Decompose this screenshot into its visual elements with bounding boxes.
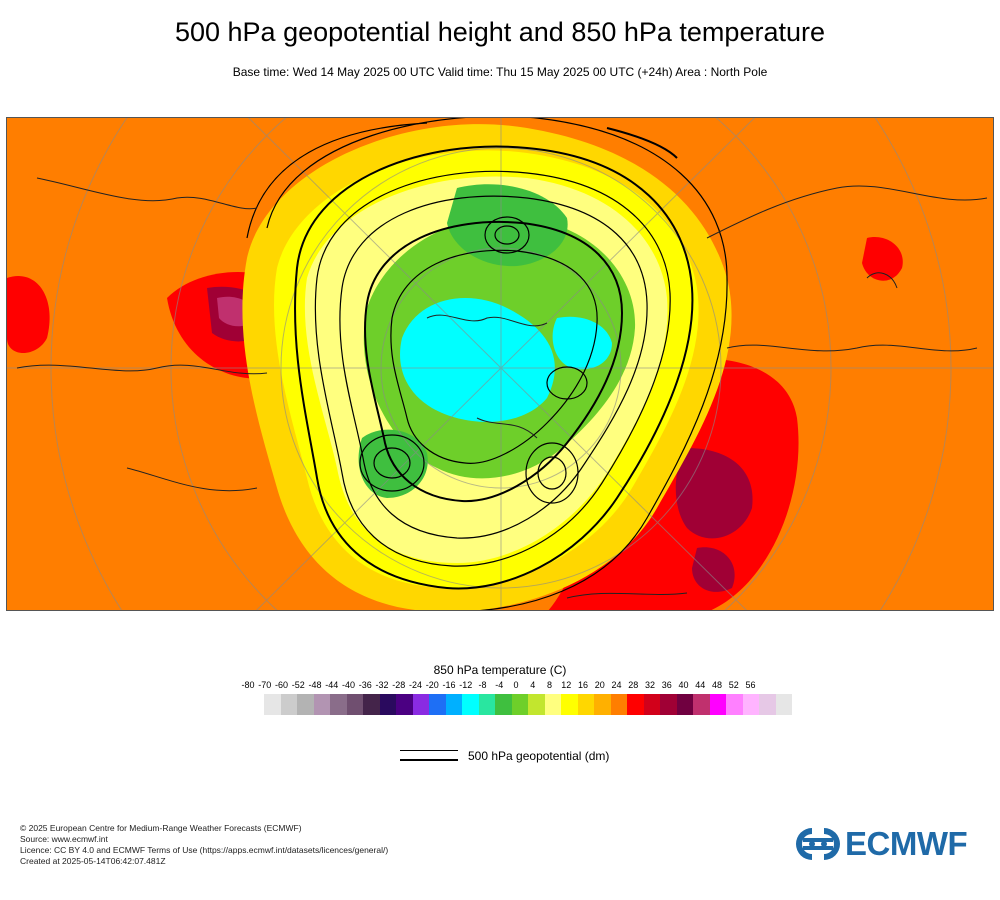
ecmwf-logo-icon xyxy=(796,828,840,860)
legend-tick-label: -16 xyxy=(442,680,456,690)
hot-core-southeast xyxy=(675,448,753,539)
legend-swatch xyxy=(610,694,627,715)
hot-core-south xyxy=(692,547,735,592)
contour-legend-label: 500 hPa geopotential (dm) xyxy=(468,749,610,763)
cold-core-cyan-east xyxy=(552,316,612,370)
credit-source: Source: www.ecmwf.int xyxy=(20,834,108,844)
legend-swatch xyxy=(280,694,297,715)
legend-swatch xyxy=(330,694,347,715)
legend-swatch xyxy=(676,694,693,715)
color-legend-bar xyxy=(264,694,792,715)
legend-title: 850 hPa temperature (C) xyxy=(433,663,567,677)
legend-tick-label: 0 xyxy=(513,680,519,690)
legend-tick-label: -40 xyxy=(341,680,355,690)
legend-swatch xyxy=(495,694,512,715)
legend-tick-label: -36 xyxy=(358,680,372,690)
legend-tick-label: -70 xyxy=(258,680,272,690)
legend-tick-label: 56 xyxy=(745,680,756,690)
legend-tick-label: -44 xyxy=(325,680,339,690)
legend-tick-label: 24 xyxy=(611,680,622,690)
legend-tick-label: -8 xyxy=(478,680,487,690)
map-panel[interactable] xyxy=(6,117,994,611)
legend-tick-label: 8 xyxy=(546,680,552,690)
legend-swatch xyxy=(478,694,495,715)
legend-tick-label: -12 xyxy=(459,680,473,690)
legend-swatch xyxy=(313,694,330,715)
legend-swatch xyxy=(594,694,611,715)
legend-swatch xyxy=(412,694,429,715)
legend-tick-label: 52 xyxy=(728,680,739,690)
legend-tick-label: 12 xyxy=(561,680,572,690)
legend-swatch xyxy=(627,694,644,715)
legend-swatch xyxy=(445,694,462,715)
legend-tick-label: 20 xyxy=(594,680,605,690)
credit-created: Created at 2025-05-14T06:42:07.481Z xyxy=(20,856,166,866)
legend-swatch xyxy=(660,694,677,715)
lat-lon-grid xyxy=(7,118,993,610)
legend-swatch xyxy=(346,694,363,715)
legend-tick-label: -60 xyxy=(274,680,288,690)
legend-tick-label: -4 xyxy=(495,680,504,690)
legend-tick-label: 44 xyxy=(695,680,706,690)
legend-swatch xyxy=(775,694,792,715)
legend-tick-label: 48 xyxy=(711,680,722,690)
page-title: 500 hPa geopotential height and 850 hPa … xyxy=(174,17,825,47)
legend-swatch xyxy=(297,694,314,715)
ecmwf-logo-text: ECMWF xyxy=(845,825,968,862)
credit-licence: Licence: CC BY 4.0 and ECMWF Terms of Us… xyxy=(20,845,389,855)
map-svg xyxy=(7,118,993,610)
legend-tick-label: 16 xyxy=(577,680,588,690)
legend-swatch xyxy=(693,694,710,715)
legend-tick-label: 28 xyxy=(628,680,639,690)
warm-patch-east xyxy=(862,237,903,281)
legend-swatch xyxy=(264,694,281,715)
geopotential-contours xyxy=(246,118,728,610)
contour-line-sample xyxy=(400,748,458,762)
legend-tick-label: 36 xyxy=(661,680,672,690)
legend-swatch xyxy=(561,694,578,715)
legend-swatch xyxy=(544,694,561,715)
legend-swatch xyxy=(429,694,446,715)
legend-tick-label: -80 xyxy=(241,680,255,690)
page-subtitle: Base time: Wed 14 May 2025 00 UTC Valid … xyxy=(232,65,768,79)
legend-swatch xyxy=(726,694,743,715)
legend-swatch xyxy=(396,694,413,715)
warm-patch-edge xyxy=(7,276,50,353)
credits: © 2025 European Centre for Medium-Range … xyxy=(20,823,388,867)
legend-swatch xyxy=(643,694,660,715)
legend-swatch xyxy=(363,694,380,715)
legend-tick-label: -52 xyxy=(291,680,305,690)
cold-core-cyan xyxy=(400,298,555,422)
legend-tick-label: -32 xyxy=(375,680,389,690)
legend-tick-label: -48 xyxy=(308,680,322,690)
legend-swatch xyxy=(379,694,396,715)
legend-tick-label: -28 xyxy=(392,680,406,690)
legend-swatch xyxy=(528,694,545,715)
legend-swatch xyxy=(577,694,594,715)
ecmwf-logo[interactable]: ECMWF xyxy=(795,825,968,862)
legend-tick-label: -20 xyxy=(425,680,439,690)
legend-swatch xyxy=(511,694,528,715)
legend-ticks: -80 -70 -60 -52 -48 -44 -40 -36 -32 -28 -24 -20 -16-… xyxy=(0,680,1000,694)
coastlines xyxy=(16,177,988,599)
legend-tick-label: 4 xyxy=(530,680,536,690)
legend-swatch xyxy=(759,694,776,715)
legend-tick-label: 40 xyxy=(678,680,689,690)
legend-swatch xyxy=(462,694,479,715)
legend-tick-label: 32 xyxy=(644,680,655,690)
legend-swatch xyxy=(742,694,759,715)
legend-swatch xyxy=(709,694,726,715)
credit-copyright: © 2025 European Centre for Medium-Range … xyxy=(20,823,302,833)
legend-tick-label: -24 xyxy=(408,680,422,690)
cold-pool-north xyxy=(447,184,568,267)
